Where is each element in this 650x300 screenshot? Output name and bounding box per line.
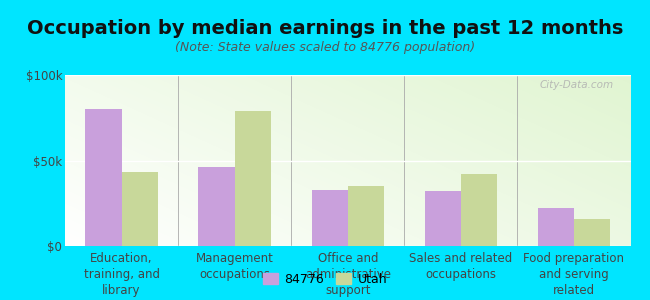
Text: Occupation by median earnings in the past 12 months: Occupation by median earnings in the pas… [27,20,623,38]
Bar [311,190,348,246]
Bar [348,186,384,246]
Text: (Note: State values scaled to 84776 population): (Note: State values scaled to 84776 popu… [175,40,475,53]
Bar [198,167,235,246]
Legend: 84776, Utah: 84776, Utah [258,268,392,291]
Bar [538,208,574,246]
Bar [85,109,122,246]
Bar [574,219,610,246]
Text: City-Data.com: City-Data.com [540,80,614,90]
Bar [122,172,158,246]
Bar [424,191,461,246]
Bar [235,111,271,246]
Bar [461,174,497,246]
